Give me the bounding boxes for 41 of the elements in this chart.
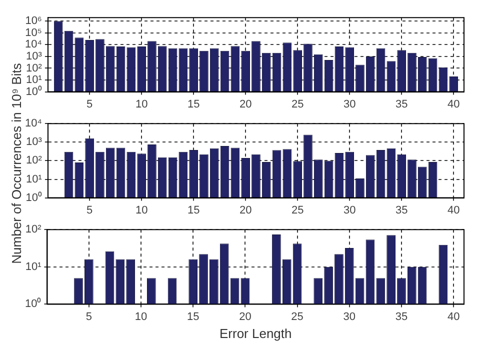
x-axis-title: Error Length — [219, 326, 292, 341]
x-tick-label: 30 — [343, 204, 356, 216]
y-tick-label: 10³ — [26, 50, 42, 63]
y-tick-label: 10⁰ — [26, 190, 42, 204]
y-tick-label: 10⁴ — [24, 38, 42, 51]
x-tick-label: 25 — [291, 204, 304, 216]
y-tick-label: 10³ — [26, 136, 42, 148]
x-tick-label: 40 — [447, 310, 460, 323]
x-tick-label: 40 — [447, 204, 460, 216]
x-tick-label: 25 — [291, 310, 304, 323]
y-tick-label: 10² — [26, 154, 42, 167]
y-axis-title: Number of Occurrences in 10⁹ Bits — [8, 62, 24, 264]
x-tick-label: 35 — [395, 310, 408, 323]
x-tick-label: 20 — [239, 310, 252, 323]
x-tick-label: 40 — [447, 98, 460, 110]
x-tick-label: 5 — [86, 98, 93, 110]
x-tick-label: 25 — [291, 98, 304, 110]
x-tick-label: 15 — [187, 204, 200, 216]
x-tick-label: 35 — [395, 98, 408, 110]
x-tick-label: 10 — [135, 204, 148, 216]
x-tick-label: 10 — [135, 98, 148, 110]
y-tick-label: 10² — [26, 62, 42, 74]
y-tick-label: 10¹ — [25, 260, 42, 273]
x-tick-label: 20 — [239, 98, 252, 110]
x-tick-label: 35 — [395, 204, 408, 216]
x-tick-label: 5 — [86, 310, 92, 323]
x-tick-label: 15 — [187, 98, 200, 110]
x-tick-label: 5 — [86, 204, 93, 216]
x-tick-label: 30 — [343, 310, 356, 323]
y-tick-label: 10² — [25, 224, 42, 236]
y-tick-label: 10⁰ — [26, 84, 42, 98]
y-tick-label: 10⁵ — [25, 26, 42, 39]
x-tick-label: 10 — [134, 310, 148, 323]
y-tick-label: 10⁶ — [25, 15, 42, 28]
y-tick-label: 10¹ — [26, 74, 42, 86]
y-tick-label: 10¹ — [26, 173, 42, 186]
x-tick-label: 20 — [239, 204, 252, 216]
x-tick-label: 15 — [186, 310, 200, 323]
x-tick-label: 30 — [343, 98, 356, 110]
y-tick-label: 10⁴ — [24, 118, 42, 130]
y-tick-label: 10⁰ — [24, 297, 42, 310]
